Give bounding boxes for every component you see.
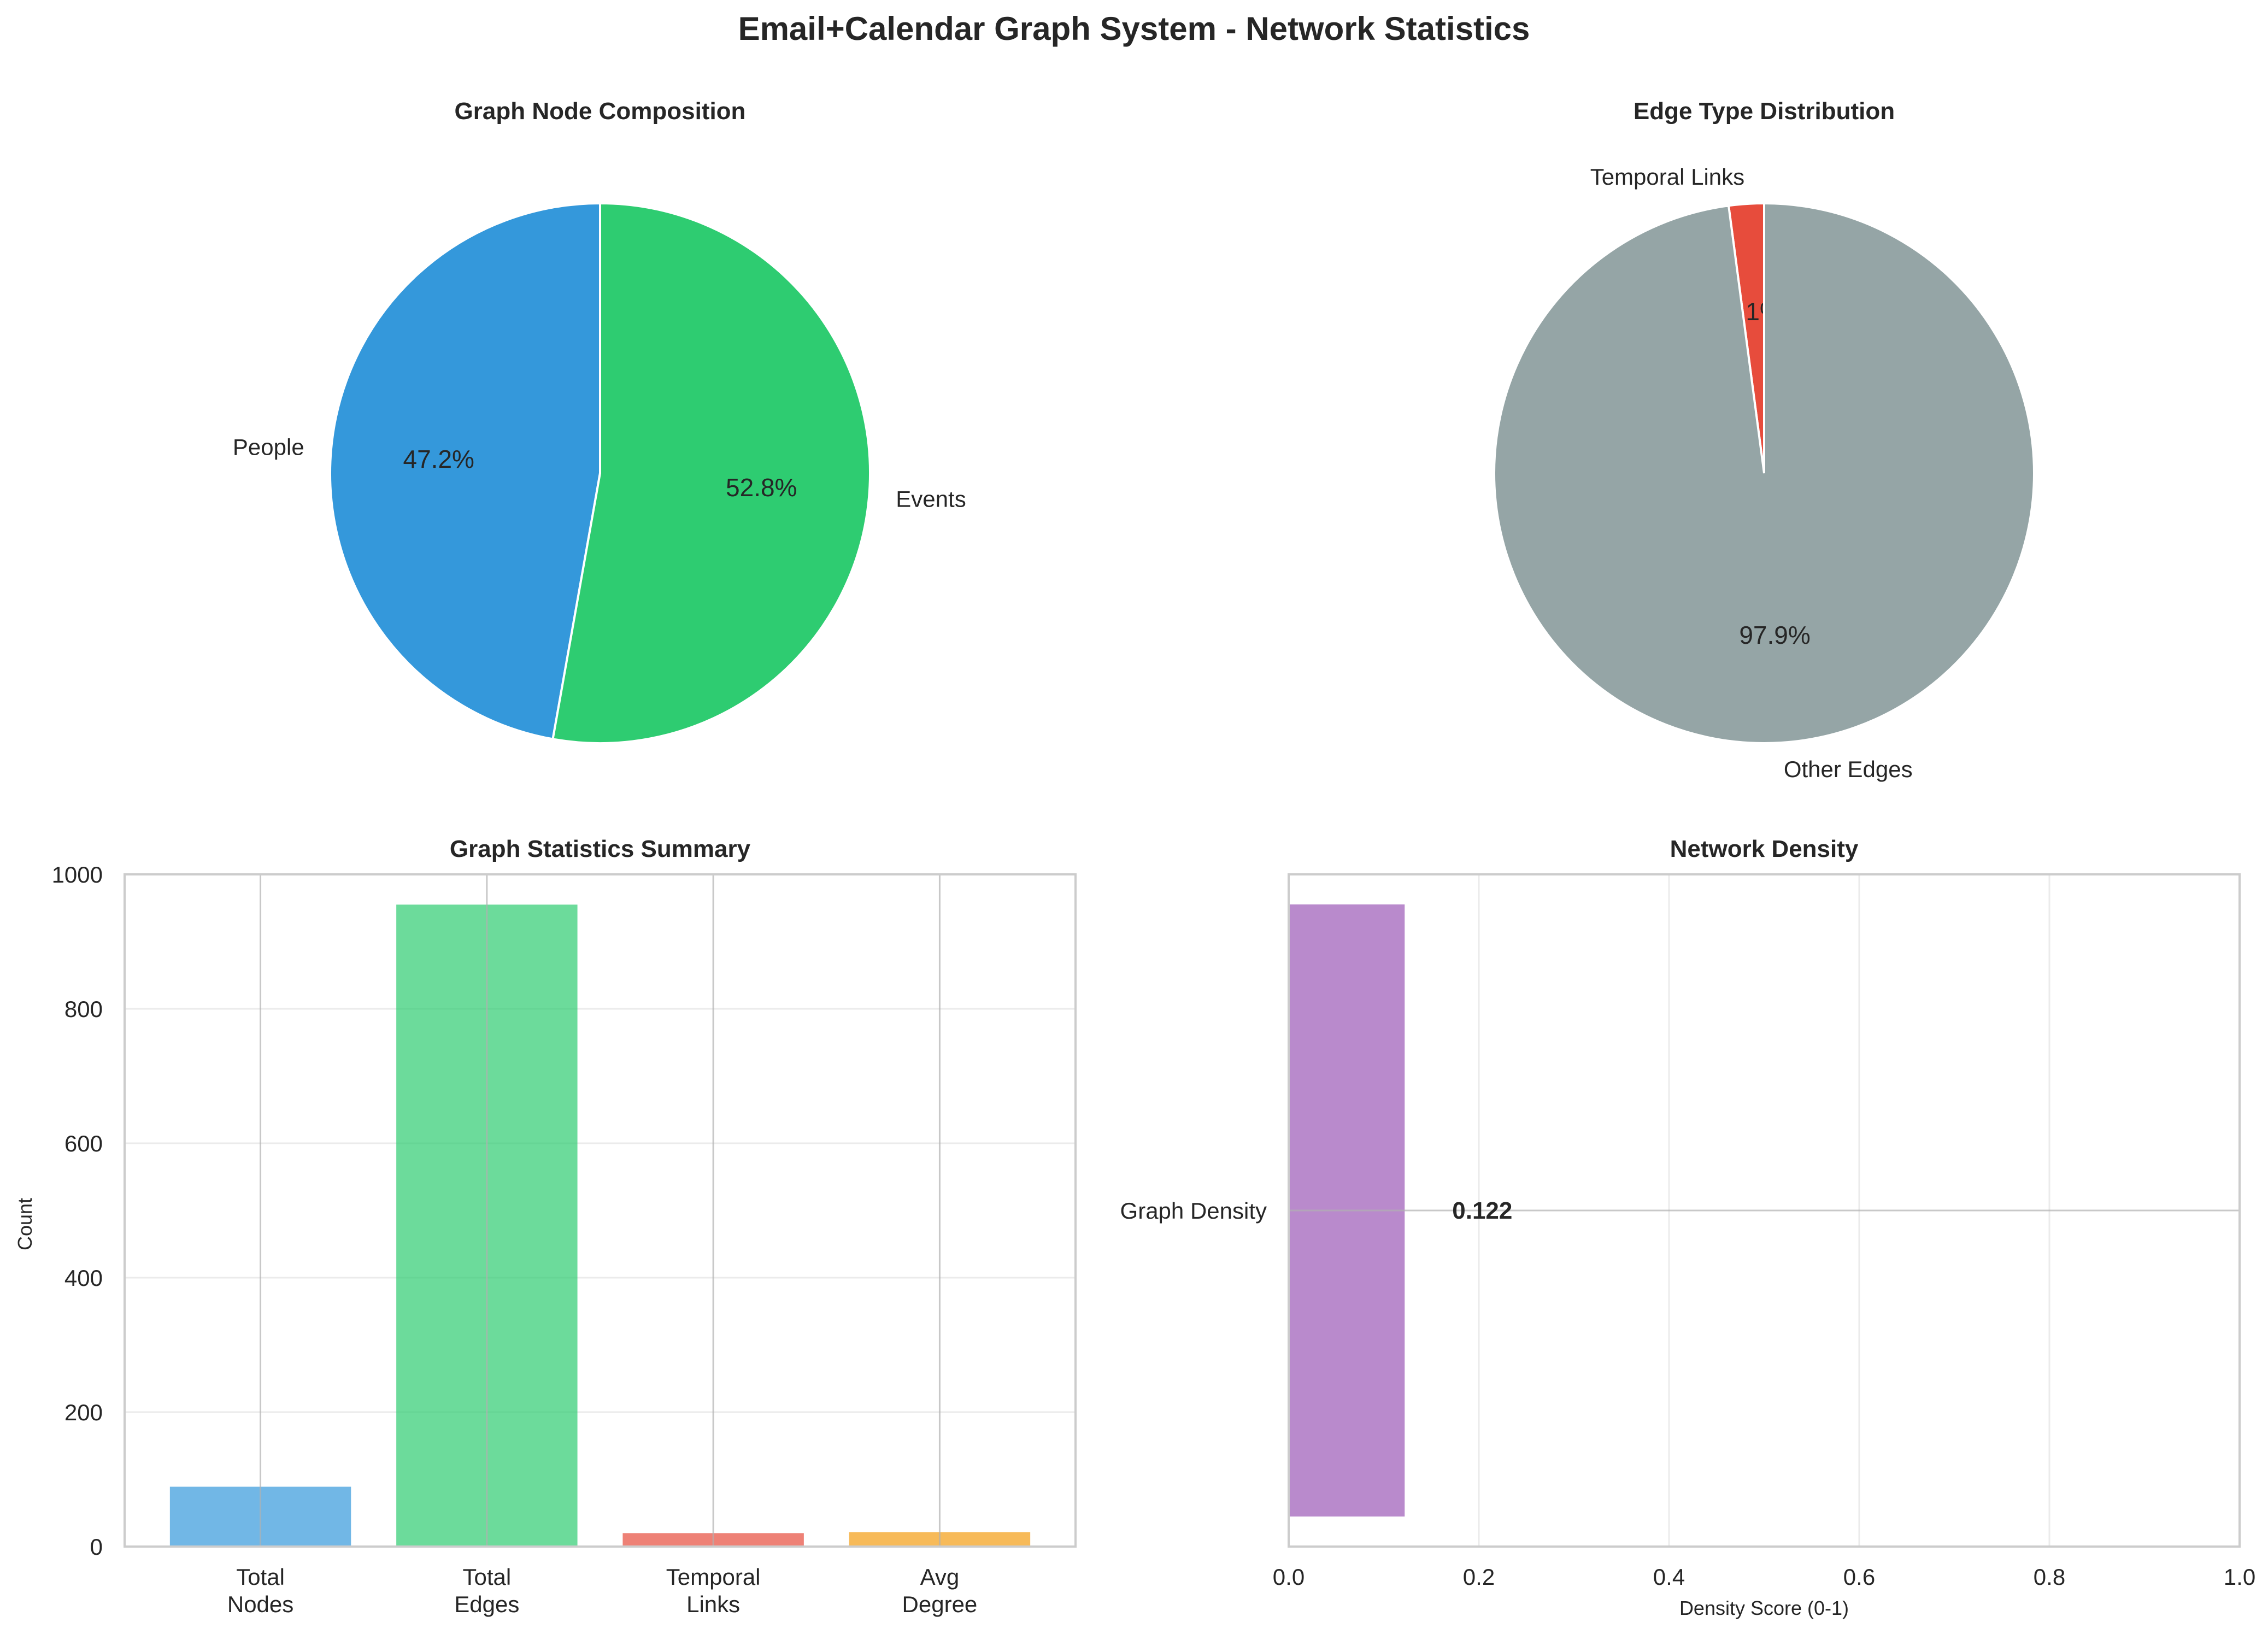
x-tick-label: 0.0 [1273, 1564, 1305, 1590]
network-density-plot: 0.0 0.2 0.4 0.6 0.8 1.0 Graph Density 0.122 [1120, 873, 2255, 1590]
y-tick-label: 0 [90, 1534, 103, 1560]
node-composition-slice-events [551, 202, 872, 744]
density-x-axis-label: Density Score (0-1) [1679, 1597, 1849, 1619]
density-value-label: 0.122 [1452, 1197, 1512, 1224]
node-composition-slice-people [329, 202, 601, 740]
y-tick-label: 800 [64, 996, 103, 1022]
statistics-summary-plot: 02004006008001000TotalNodesTotalEdgesTem… [52, 862, 1077, 1617]
y-tick-label: 200 [64, 1400, 103, 1425]
node-composition-pct-people: 47.2% [403, 445, 474, 473]
edge-distribution-pct-other-edges: 97.9% [1739, 621, 1810, 649]
x-tick-label: Links [686, 1591, 740, 1617]
node-composition-pie: People 47.2% Events 52.8% [233, 202, 966, 744]
x-tick-label: Nodes [227, 1591, 293, 1617]
x-tick-label: 1.0 [2224, 1564, 2255, 1590]
x-tick-label: Temporal [666, 1564, 761, 1590]
plot-frame [1288, 873, 2241, 1548]
y-tick-label: Graph Density [1120, 1198, 1267, 1224]
node-composition-pct-events: 52.8% [726, 473, 797, 502]
y-tick-label: 600 [64, 1131, 103, 1156]
node-composition-panel: Graph Node Composition People 47.2% Events… [233, 98, 966, 744]
edge-distribution-title: Edge Type Distribution [1634, 98, 1895, 125]
statistics-y-axis-label: Count [14, 1198, 36, 1250]
x-tick-label: 0.2 [1463, 1564, 1495, 1590]
edge-distribution-panel: Edge Type Distribution Temporal Links2.1… [1493, 98, 2035, 782]
y-tick-label: 400 [64, 1265, 103, 1291]
statistics-summary-panel: Graph Statistics Summary 0 200 400 600 800 10… [14, 836, 1077, 1617]
x-tick-label: Edges [454, 1591, 519, 1617]
x-tick-label: Total [462, 1564, 511, 1590]
figure-title: Email+Calendar Graph System - Network St… [738, 10, 1530, 47]
x-tick-label: 0.4 [1653, 1564, 1685, 1590]
y-tick-label: 1000 [52, 862, 103, 887]
node-composition-title: Graph Node Composition [455, 98, 746, 125]
edge-distribution-label-temporal-links: Temporal Links [1590, 164, 1744, 190]
x-tick-label: Total [236, 1564, 285, 1590]
x-tick-label: Degree [902, 1591, 978, 1617]
plot-frame [124, 873, 1077, 1548]
node-composition-label-people: People [233, 434, 304, 460]
node-composition-label-events: Events [896, 486, 966, 512]
statistics-summary-title: Graph Statistics Summary [450, 836, 751, 862]
edge-distribution-label-other-edges: Other Edges [1784, 756, 1913, 782]
x-tick-label: 0.6 [1843, 1564, 1875, 1590]
network-density-panel: Network Density 0.0 0.2 0.4 0.6 0.8 1.0 Graph … [1120, 836, 2256, 1619]
network-density-title: Network Density [1670, 836, 1859, 862]
edge-distribution-slice-other-edges [1493, 202, 2035, 744]
x-tick-label: 0.8 [2034, 1564, 2065, 1590]
x-tick-label: Avg [920, 1564, 960, 1590]
